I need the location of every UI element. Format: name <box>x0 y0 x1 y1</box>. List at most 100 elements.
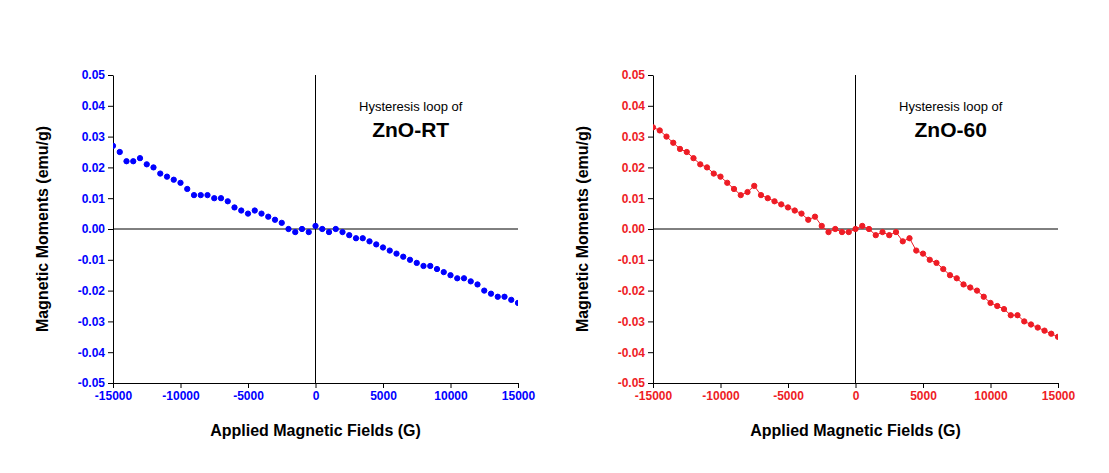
x-tick-mark <box>451 383 452 388</box>
data-point <box>455 276 460 281</box>
x-tick-label: -15000 <box>635 389 673 403</box>
x-tick-label: -5000 <box>773 389 804 403</box>
plot-area <box>113 143 518 305</box>
x-tick-label: 0 <box>853 389 860 403</box>
x-axis-title: Applied Magnetic Fields (G) <box>750 422 961 439</box>
y-tick: -0.02 <box>78 284 113 298</box>
data-point <box>819 223 824 228</box>
data-point <box>360 236 365 241</box>
data-point <box>144 162 149 167</box>
x-tick: 15000 <box>1042 383 1076 403</box>
y-tick-mark <box>108 75 113 76</box>
data-point <box>279 220 284 225</box>
data-point <box>225 199 230 204</box>
data-point <box>1035 325 1040 330</box>
data-point <box>266 214 271 219</box>
data-point <box>691 156 696 161</box>
y-tick-label: 0.02 <box>622 161 646 175</box>
data-point <box>1008 313 1013 318</box>
chart-panel: -15000-10000-5000050001000015000-0.05-0.… <box>574 68 1076 439</box>
x-axis-title: Applied Magnetic Fields (G) <box>210 422 421 439</box>
data-point <box>853 226 858 231</box>
y-tick-label: -0.02 <box>618 284 646 298</box>
data-point <box>205 192 210 197</box>
data-point <box>414 260 419 265</box>
data-point <box>1015 313 1020 318</box>
x-tick-label: 10000 <box>434 389 468 403</box>
title: ZnO-60 <box>915 118 987 141</box>
data-point <box>941 266 946 271</box>
data-point <box>212 196 217 201</box>
y-tick-mark <box>108 260 113 261</box>
data-point <box>441 269 446 274</box>
data-point <box>333 226 338 231</box>
data-point <box>806 217 811 222</box>
data-point <box>286 226 291 231</box>
x-tick-mark <box>113 383 114 388</box>
y-tick: -0.02 <box>618 284 653 298</box>
data-point <box>731 186 736 191</box>
data-point <box>468 279 473 284</box>
x-tick: -10000 <box>702 383 740 403</box>
y-axis-line <box>113 76 114 384</box>
x-tick: 15000 <box>502 383 536 403</box>
x-tick-label: -10000 <box>702 389 740 403</box>
data-line <box>653 127 1058 336</box>
x-tick-mark <box>518 383 519 388</box>
y-tick-mark <box>648 75 653 76</box>
x-tick-mark <box>856 383 857 388</box>
y-tick-label: -0.02 <box>78 284 106 298</box>
data-point <box>752 183 757 188</box>
data-point <box>509 297 514 302</box>
x-tick-label: 0 <box>313 389 320 403</box>
data-point <box>1028 322 1033 327</box>
x-tick: -10000 <box>162 383 200 403</box>
data-point <box>671 140 676 145</box>
y-tick-mark <box>108 167 113 168</box>
y-tick-mark <box>648 352 653 353</box>
data-point <box>185 186 190 191</box>
chart-panel: -15000-10000-5000050001000015000-0.05-0.… <box>34 68 536 439</box>
x-tick-mark <box>991 383 992 388</box>
data-point <box>812 214 817 219</box>
x-tick-label: 15000 <box>1042 389 1076 403</box>
y-tick: 0.05 <box>82 68 113 82</box>
data-point <box>353 236 358 241</box>
x-tick-label: 10000 <box>974 389 1008 403</box>
x-tick-mark <box>1058 383 1059 388</box>
x-tick-mark <box>923 383 924 388</box>
y-tick: -0.04 <box>618 346 653 360</box>
y-tick-mark <box>648 167 653 168</box>
x-tick-mark <box>721 383 722 388</box>
data-point <box>374 242 379 247</box>
data-point <box>158 171 163 176</box>
data-point <box>684 149 689 154</box>
y-tick: 0.02 <box>622 161 653 175</box>
x-tick: 10000 <box>974 383 1008 403</box>
y-tick-label: -0.05 <box>618 376 646 390</box>
data-point <box>178 180 183 185</box>
y-tick-mark <box>108 352 113 353</box>
y-tick-mark <box>648 137 653 138</box>
data-point <box>961 282 966 287</box>
data-point <box>488 291 493 296</box>
data-point <box>326 229 331 234</box>
data-point <box>981 294 986 299</box>
y-tick: 0.04 <box>622 99 653 113</box>
x-tick-mark <box>383 383 384 388</box>
data-point <box>772 199 777 204</box>
data-point <box>657 128 662 133</box>
x-tick: 5000 <box>370 383 397 403</box>
y-tick-label: 0.00 <box>82 222 106 236</box>
data-point <box>475 282 480 287</box>
y-tick-mark <box>648 383 653 384</box>
y-tick-label: 0.01 <box>82 192 106 206</box>
x-tick-mark <box>181 383 182 388</box>
y-tick-mark <box>108 106 113 107</box>
data-point <box>866 226 871 231</box>
y-axis-title: Magnetic Moments (emu/g) <box>574 126 591 332</box>
data-point <box>758 192 763 197</box>
data-point <box>988 300 993 305</box>
y-tick-mark <box>648 106 653 107</box>
data-point <box>914 248 919 253</box>
